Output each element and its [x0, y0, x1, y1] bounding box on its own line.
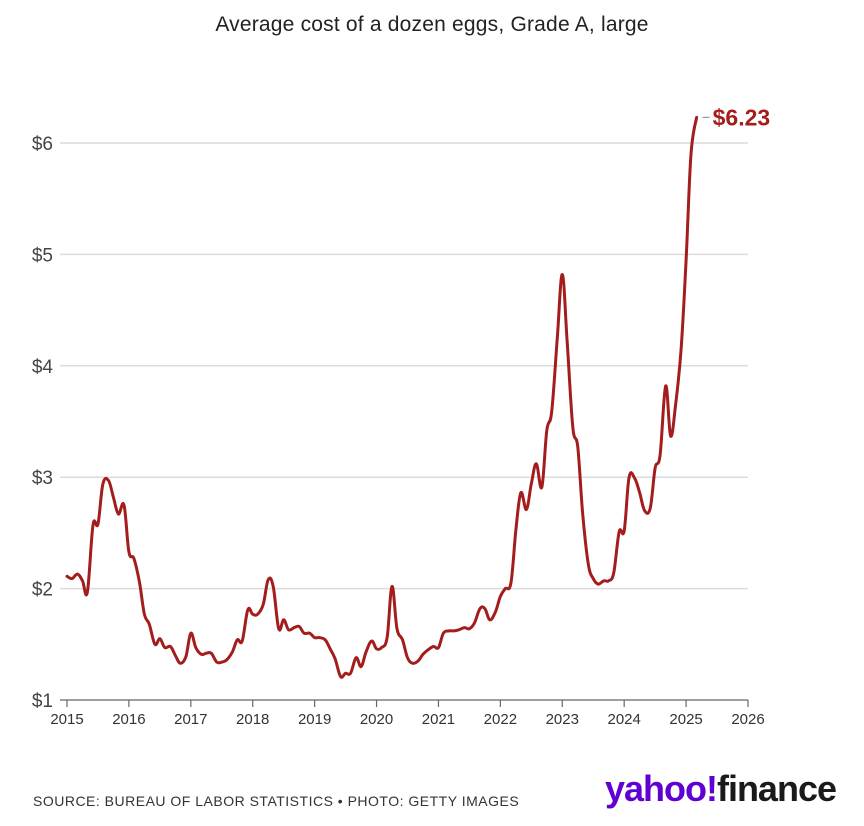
brand-finance: finance: [716, 768, 837, 809]
x-tick-label: 2021: [422, 711, 455, 728]
series-layer: [65, 115, 699, 679]
annotation-layer: $6.23: [702, 104, 771, 130]
x-tick-label: 2022: [484, 711, 517, 728]
x-tick-label: 2025: [669, 711, 702, 728]
x-tick-label: 2023: [546, 711, 579, 728]
x-tick-label: 2026: [731, 711, 764, 728]
x-tick-label: 2018: [236, 711, 269, 728]
y-axis-labels: $1 $2 $3 $4 $5 $6: [32, 134, 54, 712]
y-tick-label: $2: [32, 580, 53, 601]
x-tick-label: 2024: [607, 711, 640, 728]
brand-yahoo: yahoo: [604, 768, 707, 809]
source-note: SOURCE: BUREAU OF LABOR STATISTICS • PHO…: [33, 793, 520, 809]
y-tick-label: $4: [32, 357, 54, 378]
x-tick-label: 2020: [360, 711, 393, 728]
yahoo-finance-logo: yahoo!finance: [604, 768, 837, 810]
y-tick-label: $3: [32, 468, 53, 489]
y-tick-label: $1: [32, 691, 53, 712]
x-tick-label: 2015: [50, 711, 83, 728]
x-axis-labels: 2015 2016 2017 2018 2019 2020 2021 2022 2023 2024…: [50, 711, 764, 728]
y-tick-label: $6: [32, 134, 53, 155]
x-tick-label: 2019: [298, 711, 331, 728]
x-tick-label: 2017: [174, 711, 207, 728]
latest-price-label: $6.23: [713, 104, 771, 130]
series-line: [65, 115, 699, 679]
x-tick-label: 2016: [112, 711, 145, 728]
y-tick-label: $5: [32, 245, 53, 266]
brand-bang: !: [705, 768, 718, 809]
chart-title: Average cost of a dozen eggs, Grade A, l…: [215, 13, 649, 36]
x-axis: [60, 699, 749, 707]
gridlines: [60, 142, 748, 590]
